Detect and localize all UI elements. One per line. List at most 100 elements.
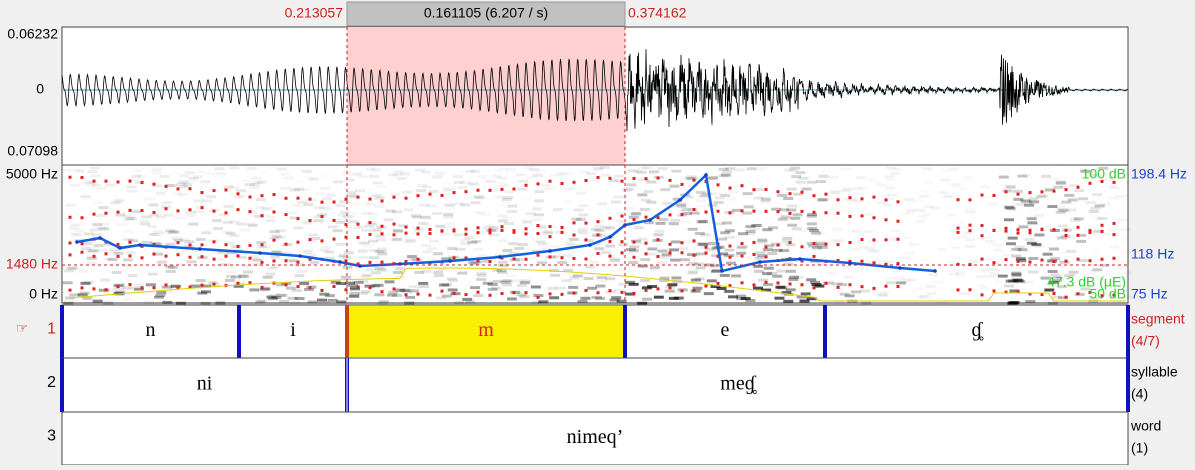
formant-dot <box>824 281 828 285</box>
formant-dot <box>392 233 396 237</box>
spectral-blob <box>746 167 757 171</box>
formant-dot <box>224 243 228 247</box>
spectral-blob <box>506 274 516 277</box>
spectral-blob <box>1116 260 1126 263</box>
interval-label[interactable]: ni <box>197 373 213 395</box>
spectral-blob <box>80 281 91 285</box>
spectral-blob <box>1004 218 1015 222</box>
spectral-blob <box>618 243 629 247</box>
pitch-point <box>704 173 708 177</box>
selected-interval[interactable] <box>347 306 625 357</box>
spectral-blob <box>816 243 827 247</box>
spectral-blob <box>143 300 154 304</box>
spectral-blob <box>495 181 505 184</box>
spectral-blob <box>252 258 263 262</box>
spectral-blob <box>373 283 384 287</box>
spectral-blob <box>661 253 672 257</box>
spectral-blob <box>115 213 126 217</box>
spectral-blob <box>682 212 693 216</box>
spectral-blob <box>676 204 687 208</box>
spectral-blob <box>366 268 377 272</box>
formant-dot <box>332 218 336 222</box>
interval-label[interactable]: m <box>478 319 494 341</box>
spectral-blob <box>864 212 875 216</box>
spectral-blob <box>152 167 162 170</box>
spectral-blob <box>229 234 240 238</box>
spectral-blob <box>714 196 725 200</box>
tier-number[interactable]: 1 <box>47 321 56 338</box>
interval-label[interactable]: n <box>146 319 156 341</box>
spectral-blob <box>230 275 241 279</box>
spectral-blob <box>270 265 281 269</box>
interval-label[interactable]: i <box>290 319 296 341</box>
spectral-blob <box>1117 246 1127 249</box>
spectral-blob <box>694 231 705 235</box>
pitch-point <box>588 243 592 247</box>
interval-label[interactable]: nimeq’ <box>567 426 624 448</box>
spectral-blob <box>806 180 817 184</box>
spectral-blob <box>677 247 688 251</box>
formant-dot <box>896 237 900 241</box>
spectral-blob <box>807 227 818 231</box>
spectral-blob <box>965 210 976 214</box>
interval-label[interactable]: ɠ̥ <box>972 319 984 341</box>
formant-dot <box>260 243 264 247</box>
spectral-blob <box>917 295 928 299</box>
spectral-blob <box>368 212 378 215</box>
formant-dot <box>68 253 72 257</box>
selection-duration-box[interactable] <box>346 1 626 27</box>
pitch-point <box>648 218 652 222</box>
formant-dot <box>980 193 984 197</box>
spectral-blob <box>816 241 827 245</box>
spectral-blob <box>293 226 304 230</box>
formant-dot <box>956 288 960 292</box>
spectral-blob <box>362 247 372 250</box>
spectral-blob <box>1005 185 1016 189</box>
spectral-blob <box>491 197 501 200</box>
spectral-blob <box>876 183 886 186</box>
spectral-blob <box>792 213 803 217</box>
spectral-blob <box>1074 218 1084 221</box>
spectral-blob <box>89 249 100 253</box>
spectral-blob <box>152 243 163 247</box>
spectral-blob <box>583 277 594 281</box>
formant-dot <box>428 293 432 297</box>
spectral-blob <box>600 250 611 254</box>
formant-dot <box>392 287 396 291</box>
spectral-blob <box>1034 214 1045 218</box>
formant-dot <box>740 241 744 245</box>
spectrogram-panel[interactable] <box>61 164 1129 304</box>
interval-label[interactable]: e <box>721 319 730 341</box>
spectral-blob <box>535 225 546 229</box>
spectral-blob <box>340 210 351 214</box>
tier-number[interactable]: 3 <box>47 428 56 445</box>
spectral-blob <box>218 250 229 254</box>
spectral-blob <box>318 300 329 304</box>
spectral-blob <box>623 187 634 191</box>
spectral-blob <box>408 257 419 261</box>
tier-row[interactable] <box>61 357 1129 413</box>
spectral-blob <box>898 225 908 228</box>
spectral-blob <box>537 242 548 246</box>
formant-dot <box>668 213 672 217</box>
tier-number[interactable]: 2 <box>47 374 56 391</box>
spectral-blob <box>745 299 756 303</box>
spectral-blob <box>531 300 542 304</box>
spectral-blob <box>767 252 778 256</box>
spectral-blob <box>636 242 646 245</box>
spectral-blob <box>596 232 607 236</box>
spectral-blob <box>615 212 626 216</box>
formant-dot <box>848 240 852 244</box>
spectral-blob <box>1080 169 1091 173</box>
spectral-blob <box>877 258 887 261</box>
interval-label[interactable]: meɠ̥ <box>720 373 756 395</box>
spectral-blob <box>268 293 279 297</box>
spectral-blob <box>179 174 190 178</box>
spectral-blob <box>1047 301 1058 305</box>
formant-dot <box>716 254 720 258</box>
spectral-blob <box>188 222 199 226</box>
spectral-blob <box>141 292 151 295</box>
spectral-blob <box>568 172 578 175</box>
spectral-blob <box>255 205 266 209</box>
formant-dot <box>1088 231 1092 235</box>
